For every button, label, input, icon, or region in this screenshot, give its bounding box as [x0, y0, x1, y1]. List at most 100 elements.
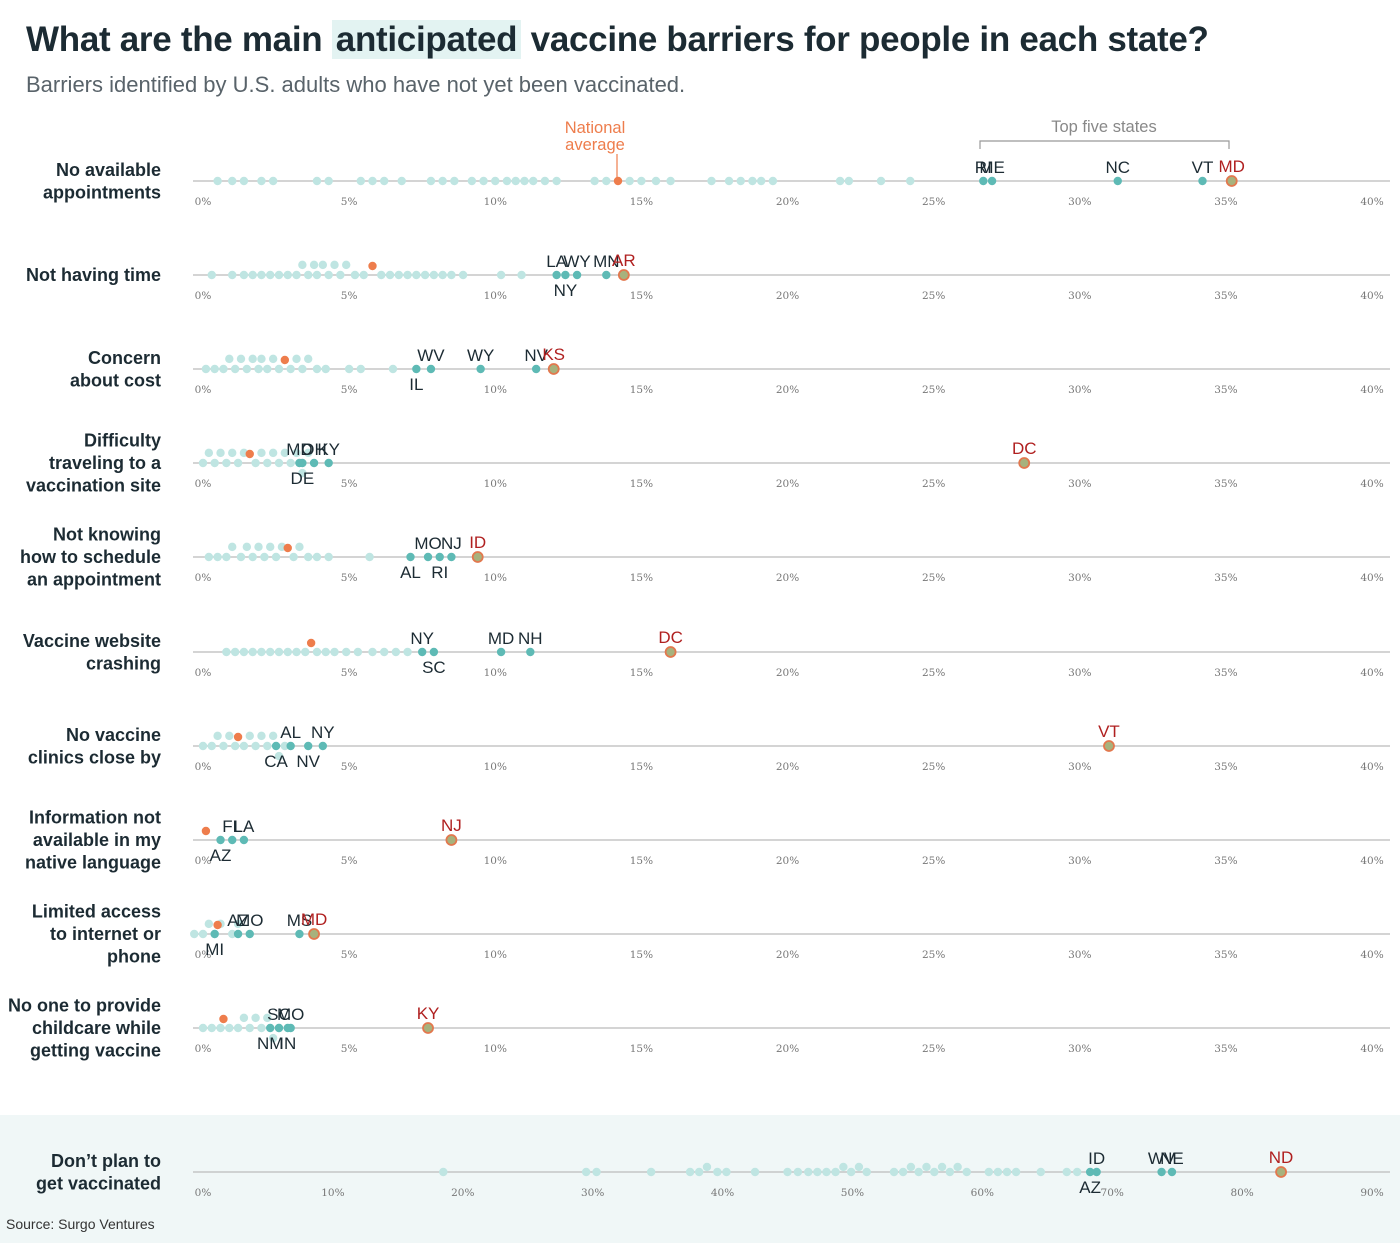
tick-label: 15%	[630, 478, 653, 490]
state-dot	[292, 448, 301, 458]
row-label: Information not	[29, 808, 161, 828]
highlight-dot	[324, 458, 333, 468]
state-dot	[254, 542, 263, 552]
top-state-dot	[1103, 740, 1115, 752]
row-label: Vaccine website	[23, 631, 161, 651]
state-dot	[198, 741, 208, 751]
state-dot	[420, 270, 430, 280]
state-dot	[271, 552, 281, 562]
state-dot	[222, 647, 231, 657]
tick-label: 20%	[451, 1187, 474, 1199]
top-state-dot	[1225, 175, 1238, 187]
tick-label: 15%	[630, 196, 653, 208]
state-dot	[344, 364, 354, 374]
state-dot	[365, 552, 374, 562]
highlight-dot	[406, 552, 415, 562]
row-label: crashing	[86, 653, 161, 673]
state-dot	[330, 647, 339, 657]
tick-label: 5%	[341, 196, 358, 208]
tick-label: 35%	[1214, 384, 1237, 396]
state-dot	[1036, 1167, 1045, 1177]
tick-label: 5%	[341, 855, 358, 867]
tick-label: 10%	[484, 1043, 507, 1055]
tick-label: 25%	[922, 949, 945, 961]
tick-label: 30%	[581, 1187, 604, 1199]
tick-label: 10%	[484, 384, 507, 396]
tick-label: 80%	[1230, 1187, 1253, 1199]
state-dot	[230, 364, 240, 374]
state-dot	[213, 731, 222, 741]
state-dot	[590, 176, 599, 186]
highlight-dot	[435, 552, 444, 562]
highlight-state-label: DE	[291, 469, 315, 488]
tick-label: 0%	[195, 667, 212, 679]
state-dot	[266, 647, 275, 657]
top-state-label: VT	[1098, 722, 1120, 741]
tick-label: 25%	[922, 1043, 945, 1055]
state-dot	[268, 448, 278, 458]
tick-label: 30%	[1068, 1043, 1091, 1055]
state-dot	[722, 1167, 731, 1177]
state-dot	[844, 176, 854, 186]
tick-label: 40%	[1360, 384, 1383, 396]
state-dot	[552, 176, 561, 186]
title-highlight: anticipated	[331, 20, 522, 59]
state-dot	[230, 647, 240, 657]
row-label: available in my	[33, 830, 161, 850]
highlight-state-label: VT	[1192, 158, 1214, 177]
highlight-state-label: NY	[554, 281, 578, 300]
state-dot	[694, 1167, 704, 1177]
tick-label: 30%	[1068, 572, 1091, 584]
state-dot	[201, 364, 211, 374]
state-dot	[248, 270, 257, 280]
state-dot	[210, 458, 219, 468]
row-label: phone	[107, 947, 161, 967]
highlight-dot	[239, 835, 249, 845]
top-state-dot	[1018, 457, 1031, 469]
state-dot	[280, 448, 290, 458]
highlight-dot	[552, 270, 561, 280]
state-dot	[385, 270, 395, 280]
state-dot	[898, 1167, 908, 1177]
state-dot	[198, 1023, 208, 1033]
state-dot	[748, 176, 757, 186]
state-dot	[906, 176, 915, 186]
state-dot	[846, 1167, 856, 1177]
state-dot	[204, 448, 214, 458]
highlight-state-label: RI	[431, 563, 448, 582]
state-dot	[321, 364, 330, 374]
national-average-dot	[280, 355, 290, 365]
state-dot	[511, 176, 520, 186]
tick-label: 20%	[776, 1043, 799, 1055]
tick-label: 20%	[776, 855, 799, 867]
state-dot	[298, 260, 307, 270]
row-label: native language	[25, 853, 161, 873]
highlight-dot	[1113, 176, 1122, 186]
state-dot	[602, 176, 611, 186]
state-dot	[233, 1023, 243, 1033]
state-dot	[1072, 1167, 1082, 1177]
row-label: Not knowing	[53, 525, 161, 545]
state-dot	[274, 364, 284, 374]
state-dot	[922, 1162, 931, 1172]
state-dot	[236, 354, 246, 364]
state-dot	[266, 270, 275, 280]
chart-title: What are the main anticipated vaccine ba…	[26, 20, 1209, 60]
highlight-state-label: MD	[286, 440, 312, 459]
state-dot	[304, 552, 313, 562]
highlight-state-label: NY	[311, 723, 335, 742]
highlight-state-label: WY	[563, 252, 590, 271]
state-dot	[242, 542, 252, 552]
state-dot	[298, 468, 307, 478]
national-average-label-line1: National	[565, 119, 626, 137]
top-state-label: AR	[612, 251, 636, 270]
highlight-state-label: NY	[410, 629, 434, 648]
tick-label: 20%	[776, 949, 799, 961]
national-average-dot	[283, 543, 292, 553]
row-label: traveling to a	[49, 453, 162, 473]
state-dot	[228, 542, 237, 552]
tick-label: 5%	[341, 290, 358, 302]
state-dot	[412, 270, 421, 280]
tick-label: 25%	[922, 667, 945, 679]
